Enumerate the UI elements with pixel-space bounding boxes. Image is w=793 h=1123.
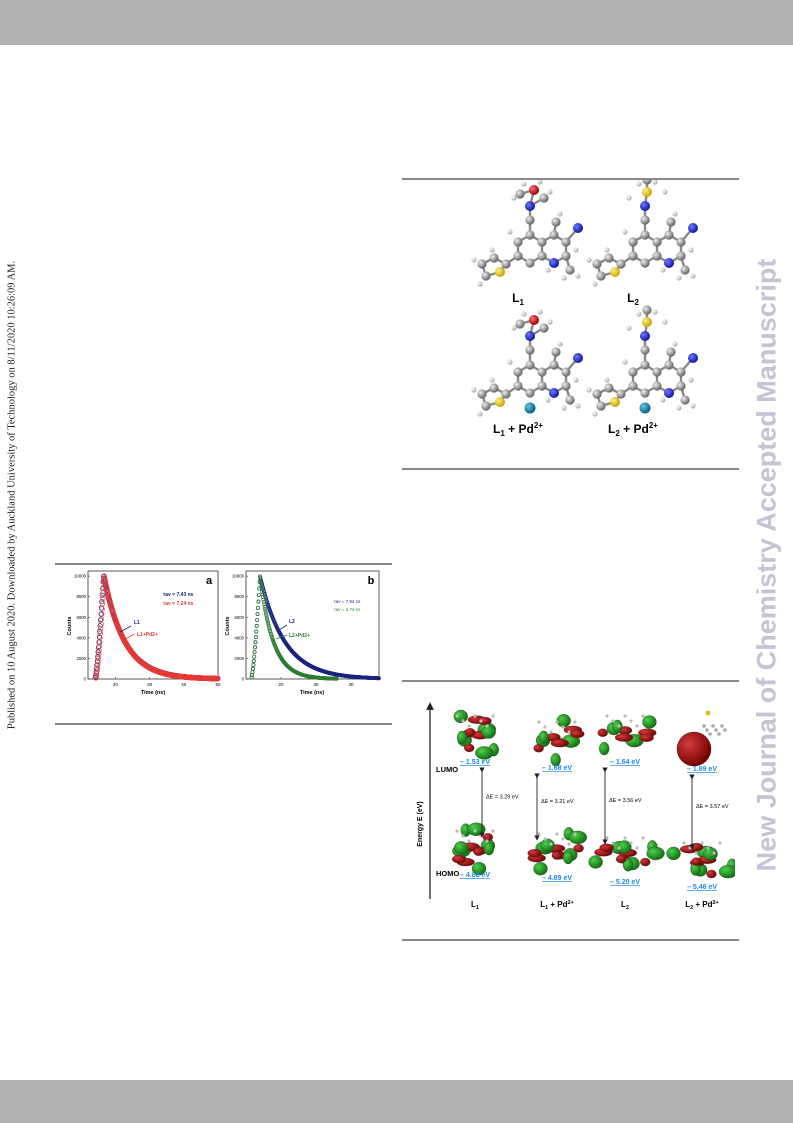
svg-text:6000: 6000 — [76, 615, 86, 620]
lumo-energy: – 1.64 eV — [610, 759, 640, 766]
orbital-lobes — [588, 836, 665, 872]
figure-rule-bottom — [402, 468, 739, 470]
lumo-energy: – 1.89 eV — [687, 766, 717, 773]
journal-watermark-text: New Journal of Chemistry Accepted Manusc… — [751, 258, 782, 872]
svg-text:4000: 4000 — [76, 635, 86, 640]
decay-svg: 20 30 40 50 0 2000 4000 6000 8000 10000 a τav = 7… — [67, 570, 381, 696]
svg-text:8000: 8000 — [234, 594, 244, 599]
svg-text:40: 40 — [348, 682, 354, 687]
gap-value: ΔE = 3.57 eV — [696, 804, 729, 810]
lumo-label: LUMO — [436, 765, 458, 774]
panel-b-tau2: τav = 4.74 ns — [334, 607, 361, 612]
panel-a-ylabel: Counts — [67, 617, 73, 636]
column-label: L1 + Pd2+ — [540, 900, 574, 911]
svg-text:4000: 4000 — [234, 635, 244, 640]
panel-b-letter: b — [368, 575, 375, 587]
orbital-svg: Energy E (eV) LUMO HOMO – 1.53 eV – 4.82 … — [417, 702, 738, 911]
svg-text:0: 0 — [84, 677, 87, 682]
structures-figure: L1 L2 L1 + Pd2+ L2 + Pd2+ — [440, 175, 705, 440]
molecule-model — [471, 179, 583, 287]
molecule-model — [586, 175, 698, 287]
panel-a-tau1: τav = 7.43 ns — [163, 592, 194, 598]
decay-figure: 20 30 40 50 0 2000 4000 6000 8000 10000 a τav = 7… — [58, 566, 388, 716]
homo-energy: – 4.82 eV — [460, 872, 490, 879]
svg-text:20: 20 — [113, 682, 119, 687]
homo-energy: – 5.20 eV — [610, 879, 640, 886]
orbital-lobes — [527, 827, 587, 876]
energy-axis-label: Energy E (eV) — [417, 801, 424, 847]
structure-label-l2: L2 — [627, 291, 639, 307]
lumo-lobe-large — [676, 731, 712, 767]
lumo-energy: – 1.68 eV — [542, 765, 572, 772]
svg-text:2000: 2000 — [234, 656, 244, 661]
panel-a-tau2: τav = 7.24 ns — [163, 601, 194, 607]
panel-b-xlabel: Time (ns) — [300, 690, 325, 696]
gap-value: ΔE = 3.21 eV — [541, 799, 574, 805]
homo-energy: – 5.46 eV — [687, 884, 717, 891]
svg-text:10000: 10000 — [232, 574, 245, 579]
orbital-rule-top — [402, 680, 739, 682]
panel-b-series2-label: L2+Pd2+ — [289, 633, 310, 639]
column-label: L2 — [621, 900, 629, 911]
figure-rule-top — [402, 178, 739, 180]
column-label: L2 + Pd2+ — [685, 900, 719, 911]
orbital-figure: Energy E (eV) LUMO HOMO – 1.53 eV – 4.82 … — [410, 684, 738, 914]
decay-rule-top — [55, 563, 392, 565]
footer-bar — [0, 1080, 793, 1123]
panel-a-xlabel: Time (ns) — [141, 690, 166, 696]
structure-label-l2-pd: L2 + Pd2+ — [608, 421, 658, 438]
orbital-lobes — [452, 822, 496, 876]
column-label: L1 — [471, 900, 479, 911]
decay-rule-bottom — [55, 723, 392, 725]
panel-a-series1-arrow — [119, 625, 132, 633]
orbital-rule-bottom — [402, 939, 739, 941]
structure-label-l1: L1 — [512, 291, 524, 307]
svg-text:20: 20 — [278, 682, 284, 687]
panel-a-series1-label: L1 — [134, 620, 140, 626]
panel-b-series1-label: L2 — [289, 619, 295, 625]
panel-a-letter: a — [206, 575, 213, 587]
panel-b-series1-arrow — [278, 624, 288, 631]
svg-text:2000: 2000 — [76, 656, 86, 661]
svg-text:0: 0 — [242, 677, 245, 682]
svg-text:10000: 10000 — [74, 574, 87, 579]
gap-value: ΔE = 3.29 eV — [486, 795, 519, 801]
svg-text:30: 30 — [147, 682, 153, 687]
orbital-lobes — [597, 714, 657, 756]
orbital-lobes — [666, 841, 738, 879]
panel-b-series2-arrow — [275, 634, 288, 640]
homo-energy: – 4.89 eV — [542, 875, 572, 882]
orbital-lobes — [453, 709, 499, 760]
publication-note-text: Published on 10 August 2020. Downloaded … — [6, 260, 18, 730]
molecule-model — [471, 309, 583, 417]
orbital-lobes — [533, 714, 585, 767]
homo-label: HOMO — [436, 869, 459, 878]
structure-label-l1-pd: L1 + Pd2+ — [493, 421, 543, 438]
svg-text:6000: 6000 — [234, 615, 244, 620]
svg-text:40: 40 — [181, 682, 187, 687]
decay-panel-b: 20 30 40 0 2000 4000 6000 8000 10000 b τav = 7.9… — [225, 570, 381, 696]
panel-b-ylabel: Counts — [225, 617, 231, 636]
header-bar — [0, 0, 793, 45]
structures-svg: L1 L2 L1 + Pd2+ L2 + Pd2+ — [471, 175, 698, 438]
lumo-energy: – 1.53 eV — [460, 759, 490, 766]
publication-note: Published on 10 August 2020. Downloaded … — [2, 261, 22, 729]
svg-text:50: 50 — [215, 682, 221, 687]
gap-value: ΔE = 3.56 eV — [609, 798, 642, 804]
decay-panel-a: 20 30 40 50 0 2000 4000 6000 8000 10000 a τav = 7… — [67, 570, 221, 696]
svg-text:8000: 8000 — [76, 594, 86, 599]
journal-watermark: New Journal of Chemistry Accepted Manusc… — [744, 259, 790, 872]
panel-a-series2-label: L1+Pd2+ — [137, 632, 158, 638]
panel-b-tau1: τav = 7.94 ns — [334, 599, 361, 604]
panel-a-series2-arrow — [123, 633, 135, 641]
molecule-model — [586, 305, 698, 417]
svg-text:30: 30 — [313, 682, 319, 687]
